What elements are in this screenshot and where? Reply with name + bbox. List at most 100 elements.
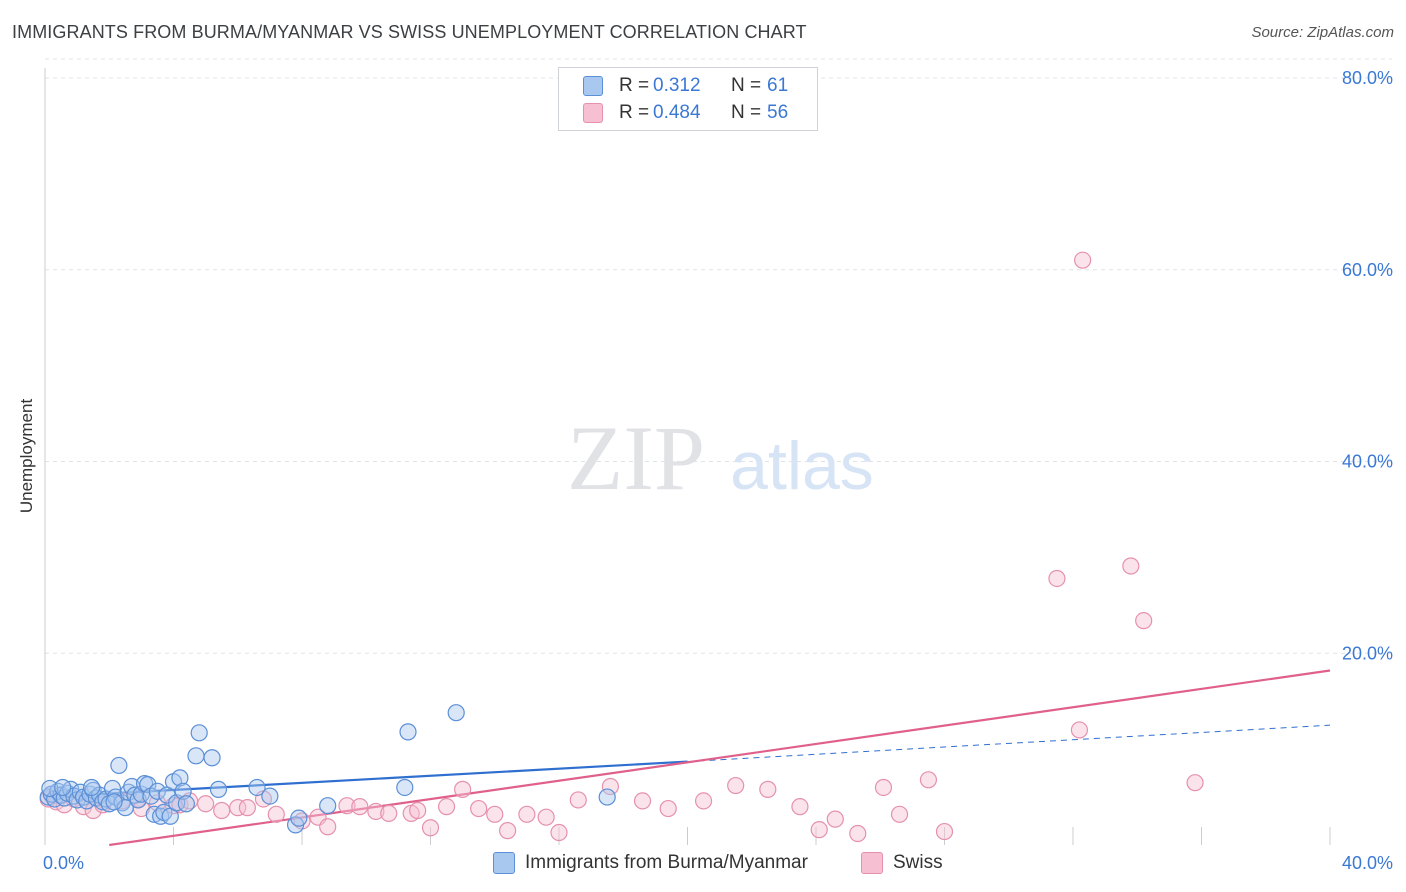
swiss-point-33 bbox=[470, 799, 488, 818]
y-tick-label-2: 60.0% bbox=[1342, 260, 1393, 280]
r-value-swiss: 0.484 bbox=[653, 102, 701, 123]
stats-legend: R = 0.312 N = 61 R = 0.484 N = 56 bbox=[558, 67, 818, 131]
swiss-point-32 bbox=[454, 780, 472, 798]
swiss-point-12 bbox=[164, 797, 183, 815]
axes bbox=[44, 68, 1331, 845]
burma-point-57 bbox=[41, 779, 59, 798]
swiss-point-29 bbox=[409, 801, 427, 820]
r-value-burma: 0.312 bbox=[653, 75, 701, 96]
y-tick-label-1: 40.0% bbox=[1342, 452, 1393, 472]
swiss-point-52 bbox=[919, 771, 938, 789]
swiss-point-50 bbox=[874, 778, 893, 797]
swiss-point-16 bbox=[213, 801, 231, 820]
legend-label-swiss: Swiss bbox=[893, 852, 943, 873]
swiss-point-59 bbox=[1186, 774, 1204, 792]
swiss-points bbox=[39, 251, 1204, 843]
trend-line-swiss bbox=[109, 669, 1331, 847]
swiss-point-49 bbox=[826, 810, 844, 828]
burma-point-22 bbox=[110, 756, 128, 775]
swiss-point-46 bbox=[791, 798, 809, 816]
r-label: R = bbox=[619, 75, 650, 96]
watermark-atlas: atlas bbox=[730, 428, 874, 504]
swiss-point-38 bbox=[550, 823, 568, 842]
n-value-burma: 61 bbox=[767, 75, 789, 96]
swiss-point-58 bbox=[1135, 612, 1153, 630]
swiss-point-45 bbox=[759, 780, 777, 798]
burma-point-56 bbox=[598, 788, 616, 806]
burma-point-53 bbox=[396, 778, 414, 797]
burma-point-34 bbox=[148, 782, 167, 800]
swiss-point-34 bbox=[486, 805, 504, 823]
burma-point-47 bbox=[209, 780, 228, 798]
burma-point-46 bbox=[203, 749, 221, 767]
swiss-point-42 bbox=[659, 799, 677, 818]
burma-point-51 bbox=[290, 809, 308, 827]
swiss-point-35 bbox=[499, 822, 517, 840]
burma-point-55 bbox=[447, 704, 465, 722]
swiss-point-36 bbox=[518, 805, 536, 823]
series-legend: Immigrants from Burma/Myanmar Swiss bbox=[0, 852, 1406, 878]
x-tick-label-0: 0.0% bbox=[43, 853, 84, 873]
burma-point-52 bbox=[319, 797, 337, 815]
watermark: ZIP atlas bbox=[567, 407, 874, 509]
r-label: R = bbox=[619, 102, 650, 123]
legend-item-swiss[interactable]: Swiss bbox=[861, 852, 943, 874]
chart-title: IMMIGRANTS FROM BURMA/MYANMAR VS SWISS U… bbox=[12, 22, 807, 42]
burma-point-58 bbox=[54, 778, 72, 797]
swiss-point-44 bbox=[727, 776, 745, 795]
burma-point-60 bbox=[105, 793, 123, 811]
trend-lines bbox=[44, 669, 1331, 847]
swiss-point-47 bbox=[810, 821, 828, 839]
swiss-point-53 bbox=[935, 822, 954, 841]
swiss-point-24 bbox=[338, 797, 356, 815]
swiss-swatch bbox=[583, 103, 603, 123]
burma-point-54 bbox=[399, 723, 417, 741]
swiss-point-51 bbox=[890, 805, 909, 823]
swiss-point-27 bbox=[380, 804, 398, 822]
burma-point-41 bbox=[171, 769, 189, 787]
swiss-point-43 bbox=[694, 792, 713, 810]
n-value-swiss: 56 bbox=[767, 102, 789, 123]
swiss-swatch bbox=[861, 852, 883, 874]
burma-swatch bbox=[583, 76, 603, 96]
swiss-point-41 bbox=[633, 792, 652, 810]
swiss-point-55 bbox=[1070, 721, 1089, 739]
trend-line-burma-extension bbox=[687, 724, 1331, 763]
swiss-point-57 bbox=[1122, 557, 1140, 575]
burma-point-45 bbox=[190, 724, 208, 742]
source-label: Source: ZipAtlas.com bbox=[1251, 24, 1394, 41]
burma-point-43 bbox=[177, 795, 195, 813]
swiss-point-30 bbox=[421, 819, 440, 837]
swiss-point-18 bbox=[238, 799, 256, 817]
burma-points bbox=[39, 704, 616, 834]
burma-point-44 bbox=[187, 747, 205, 765]
n-label: N = bbox=[731, 75, 762, 96]
swiss-point-23 bbox=[319, 818, 337, 836]
burma-point-59 bbox=[82, 778, 101, 797]
swiss-point-25 bbox=[351, 798, 369, 816]
tick-labels: 20.0% 40.0% 60.0% 80.0% 0.0% 40.0% bbox=[43, 68, 1393, 873]
swiss-point-56 bbox=[1074, 251, 1092, 269]
swiss-point-31 bbox=[437, 798, 456, 816]
burma-point-49 bbox=[261, 787, 279, 805]
y-tick-label-3: 80.0% bbox=[1342, 68, 1393, 88]
y-tick-label-0: 20.0% bbox=[1342, 643, 1393, 663]
swiss-point-54 bbox=[1048, 569, 1066, 588]
swiss-point-20 bbox=[267, 805, 285, 823]
burma-swatch bbox=[493, 852, 515, 874]
swiss-point-39 bbox=[569, 791, 587, 809]
legend-item-burma[interactable]: Immigrants from Burma/Myanmar bbox=[493, 852, 808, 874]
grid-lines bbox=[45, 58, 1392, 654]
y-axis-label: Unemployment bbox=[17, 398, 36, 514]
x-tick-label-1: 40.0% bbox=[1342, 853, 1393, 873]
n-label: N = bbox=[731, 102, 762, 123]
swiss-point-48 bbox=[849, 824, 867, 843]
swiss-point-15 bbox=[197, 795, 215, 813]
swiss-point-26 bbox=[367, 802, 385, 821]
watermark-zip: ZIP bbox=[567, 407, 705, 509]
legend-label-burma: Immigrants from Burma/Myanmar bbox=[525, 852, 808, 873]
swiss-point-17 bbox=[229, 799, 247, 817]
swiss-point-40 bbox=[601, 777, 620, 796]
burma-point-48 bbox=[248, 778, 266, 797]
